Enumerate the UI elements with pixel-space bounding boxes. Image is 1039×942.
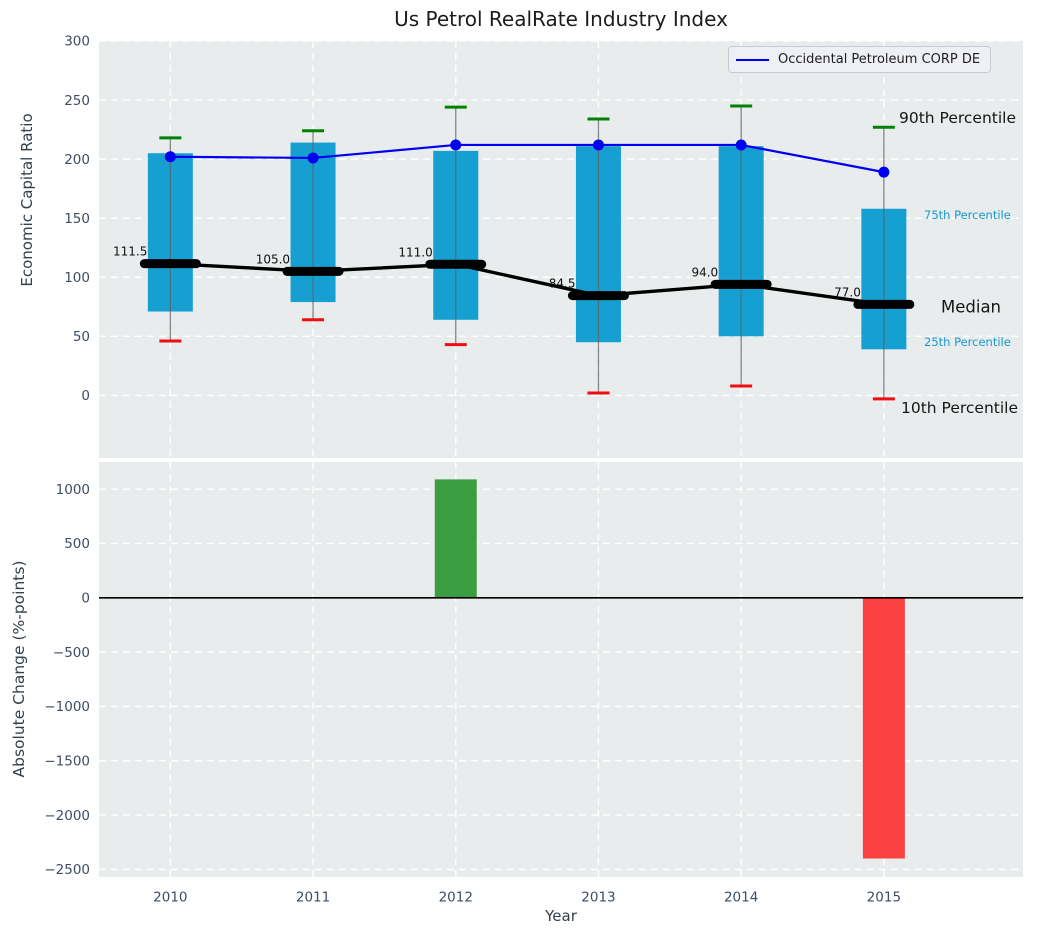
company-dot-2014 [735,139,747,151]
y-tick-label-bottom: −1000 [44,699,90,715]
y-tick-label-bottom: 1000 [56,482,90,498]
company-dot-2012 [450,139,462,151]
y-tick-label-top: 200 [64,152,90,168]
y-tick-label-bottom: 0 [81,591,90,607]
median-value-label-2014: 94.0 [691,265,718,279]
y-tick-label-top: 250 [64,93,90,109]
median-value-label-2013: 84.5 [549,277,576,291]
y-axis-label-bottom: Absolute Change (%-points) [10,560,28,778]
median-value-label-2015: 77.0 [834,285,861,299]
annotation-75th-percentile: 75th Percentile [924,208,1011,222]
y-tick-label-bottom: −2500 [44,862,90,878]
annotation-median: Median [941,297,1002,317]
x-tick-label: 2015 [867,890,901,906]
y-tick-label-top: 100 [64,270,90,286]
bar-2015 [862,597,905,859]
x-tick-label: 2014 [724,890,758,906]
company-dot-2011 [307,152,319,164]
y-tick-label-top: 300 [64,34,90,50]
y-tick-label-bottom: 500 [64,536,90,552]
annotation-25th-percentile: 25th Percentile [924,335,1011,349]
y-tick-label-bottom: −500 [53,645,90,661]
y-tick-label-top: 50 [73,329,90,345]
x-tick-label: 2010 [153,890,187,906]
x-axis-label: Year [545,907,577,925]
y-tick-label-top: 150 [64,211,90,227]
y-tick-label-bottom: −1500 [44,753,90,769]
annotation-90th-percentile: 90th Percentile [899,109,1017,127]
median-value-label-2010: 111.5 [113,245,147,259]
median-value-label-2012: 111.0 [398,245,432,259]
y-tick-label-bottom: −2000 [44,808,90,824]
x-tick-label: 2012 [439,890,473,906]
legend-label: Occidental Petroleum CORP DE [778,52,981,67]
x-tick-label: 2011 [296,890,330,906]
x-tick-label: 2013 [581,890,615,906]
chart-title: Us Petrol RealRate Industry Index [394,7,728,31]
annotation-10th-percentile: 10th Percentile [901,399,1019,417]
y-axis-label-top: Economic Capital Ratio [18,113,36,287]
legend: Occidental Petroleum CORP DE [728,46,992,73]
bar-2012 [434,479,477,598]
company-line [170,143,885,174]
company-dot-2015 [878,166,890,178]
y-tick-label-top: 0 [81,388,90,404]
company-dot-2013 [592,139,604,151]
legend-line-swatch [736,58,769,61]
company-dot-2010 [164,151,176,163]
median-value-label-2011: 105.0 [256,252,290,266]
